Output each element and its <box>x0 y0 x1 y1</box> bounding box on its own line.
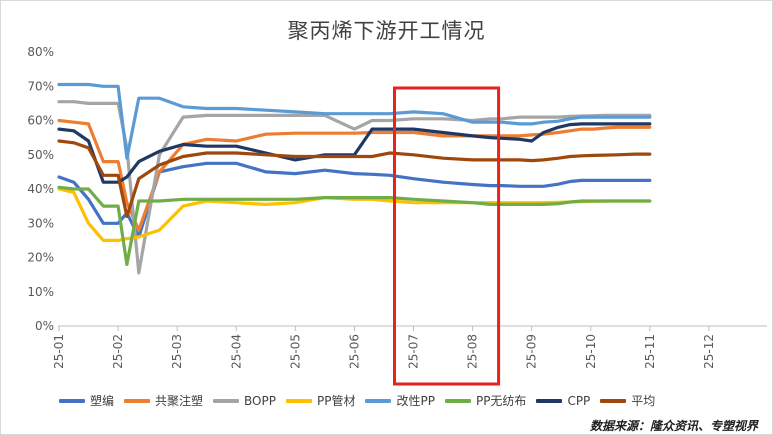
legend-swatch <box>59 398 85 403</box>
legend-label: 平均 <box>631 394 656 408</box>
x-tick-label: 25-12 <box>702 334 716 369</box>
x-tick-label: 25-04 <box>229 334 243 369</box>
y-tick-label: 80% <box>27 45 54 59</box>
y-tick-label: 30% <box>27 216 54 230</box>
y-tick-label: 70% <box>27 79 54 93</box>
legend-swatch <box>365 398 392 403</box>
x-tick-label: 25-01 <box>52 334 66 369</box>
x-tick-label: 25-05 <box>288 334 302 369</box>
chart-legend: 塑编 共聚注塑 BOPP PP管材 改性PP PP无纺布 CPP 平均 <box>59 392 665 409</box>
y-tick-label: 40% <box>27 182 54 196</box>
series-line-改性PP <box>57 82 652 160</box>
legend-item: 改性PP <box>365 392 435 409</box>
legend-swatch <box>444 398 471 403</box>
highlight-box <box>393 86 501 386</box>
legend-label: PP无纺布 <box>475 394 527 408</box>
legend-label: PP管材 <box>316 394 356 408</box>
legend-swatch <box>536 398 563 403</box>
legend-swatch <box>124 398 151 403</box>
y-tick-label: 0% <box>35 319 54 333</box>
legend-item: 塑编 <box>59 392 114 409</box>
y-tick-label: 10% <box>27 285 54 299</box>
legend-label: CPP <box>567 393 591 408</box>
legend-label: 共聚注塑 <box>155 394 204 408</box>
legend-swatch <box>213 398 240 403</box>
legend-swatch <box>285 398 312 403</box>
x-tick-label: 25-07 <box>407 334 421 369</box>
y-tick-label: 60% <box>27 114 54 128</box>
legend-item: PP管材 <box>285 392 356 409</box>
legend-item: 平均 <box>600 392 655 409</box>
legend-item: BOPP <box>213 392 276 409</box>
y-tick-label: 20% <box>27 251 54 265</box>
legend-item: CPP <box>536 392 590 409</box>
x-tick-label: 25-09 <box>525 334 539 369</box>
series-line-CPP <box>57 122 652 184</box>
series-line-共聚注塑 <box>57 118 652 232</box>
series-line-PP无纺布 <box>57 185 652 266</box>
x-tick-label: 25-02 <box>111 334 125 369</box>
x-tick-label: 25-08 <box>466 334 480 369</box>
legend-item: 共聚注塑 <box>124 392 203 409</box>
series-line-平均 <box>57 139 652 218</box>
chart-title: 聚丙烯下游开工情况 <box>287 19 486 43</box>
legend-swatch <box>600 398 627 403</box>
data-source-note: 数据来源：隆众资讯、专塑视界 <box>589 419 758 433</box>
y-tick-label: 50% <box>27 148 54 162</box>
x-tick-label: 25-10 <box>584 334 598 369</box>
x-tick-label: 25-11 <box>643 334 657 369</box>
legend-label: 塑编 <box>90 394 115 408</box>
legend-label: 改性PP <box>396 394 435 408</box>
series-line-塑编 <box>57 161 652 239</box>
x-tick-label: 25-03 <box>170 334 184 369</box>
legend-label: BOPP <box>244 393 276 408</box>
legend-item: PP无纺布 <box>444 392 527 409</box>
x-tick-label: 25-06 <box>347 334 361 369</box>
